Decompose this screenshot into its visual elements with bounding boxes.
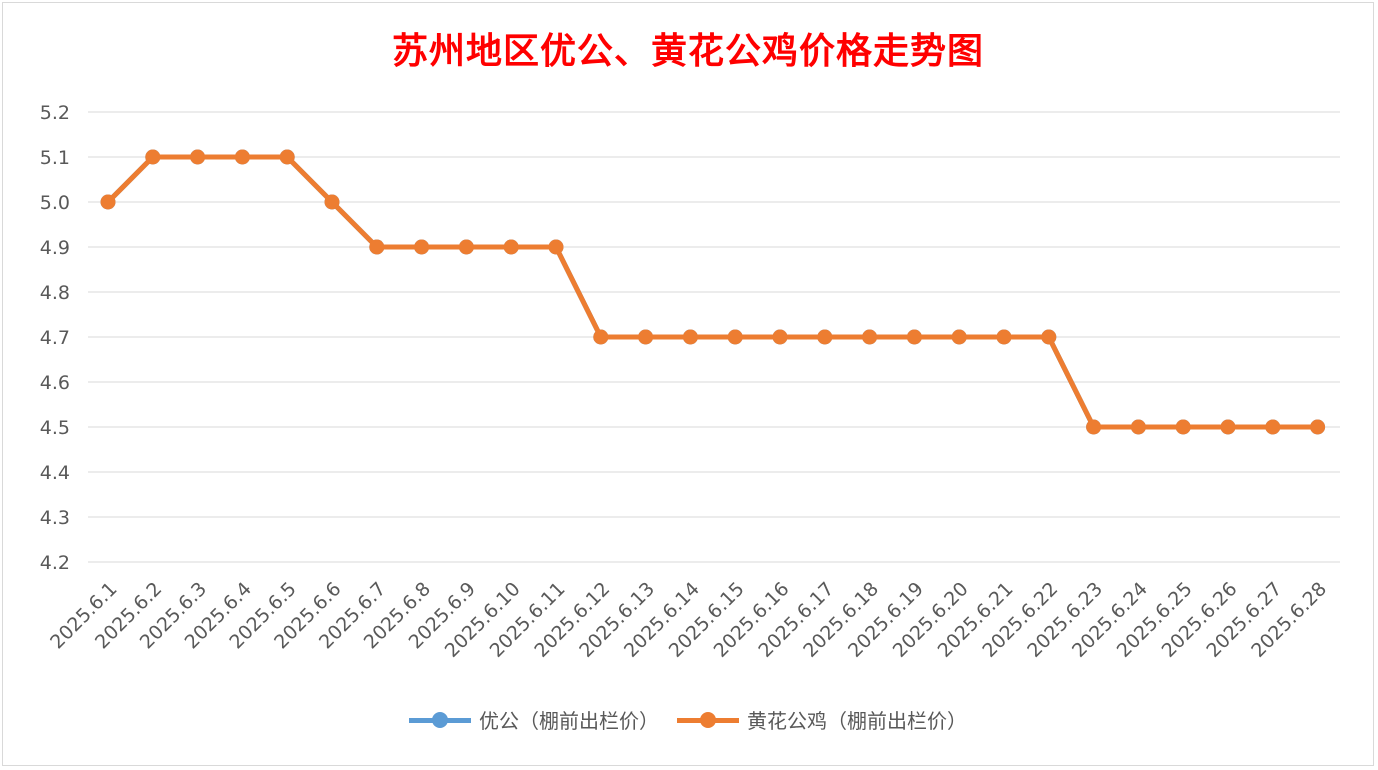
data-point	[1086, 419, 1102, 435]
legend-marker-icon	[409, 710, 471, 730]
legend-item-series-1: 优公（棚前出栏价）	[409, 705, 659, 734]
legend-label: 优公（棚前出栏价）	[479, 709, 659, 733]
y-tick-label: 4.7	[40, 327, 70, 349]
data-point	[1175, 419, 1191, 435]
data-point	[503, 239, 519, 255]
data-point	[324, 194, 340, 210]
chart-title: 苏州地区优公、黄花公鸡价格走势图	[391, 30, 984, 72]
data-point	[100, 194, 116, 210]
y-tick-label: 5.1	[40, 147, 70, 169]
data-point	[682, 329, 698, 345]
legend-label: 黄花公鸡（棚前出栏价）	[747, 709, 967, 733]
series-line	[105, 154, 1321, 430]
data-point	[638, 329, 654, 345]
data-point	[1041, 329, 1057, 345]
y-tick-label: 4.3	[40, 507, 70, 529]
data-point	[458, 239, 474, 255]
y-tick-label: 4.2	[40, 552, 70, 574]
y-tick-label: 4.5	[40, 417, 70, 439]
data-point	[369, 239, 385, 255]
y-tick-label: 4.8	[40, 282, 70, 304]
data-point	[1310, 419, 1326, 435]
data-point	[951, 329, 967, 345]
y-tick-label: 5.2	[40, 102, 70, 124]
data-point	[548, 239, 564, 255]
data-point	[414, 239, 430, 255]
y-tick-label: 4.9	[40, 237, 70, 259]
data-point	[190, 149, 206, 165]
data-point	[279, 149, 295, 165]
data-point	[1265, 419, 1281, 435]
data-point	[817, 329, 833, 345]
data-point	[1130, 419, 1146, 435]
data-point	[234, 149, 250, 165]
y-tick-label: 4.6	[40, 372, 70, 394]
y-tick-label: 5.0	[40, 192, 70, 214]
data-point	[593, 329, 609, 345]
data-point	[145, 149, 161, 165]
data-point	[1220, 419, 1236, 435]
data-point	[996, 329, 1012, 345]
legend: 优公（棚前出栏价） 黄花公鸡（棚前出栏价）	[0, 705, 1376, 734]
data-point	[862, 329, 878, 345]
legend-marker-icon	[677, 710, 739, 730]
y-tick-label: 4.4	[40, 462, 70, 484]
legend-item-series-2: 黄花公鸡（棚前出栏价）	[677, 705, 967, 734]
data-point	[727, 329, 743, 345]
data-point	[772, 329, 788, 345]
data-point	[906, 329, 922, 345]
